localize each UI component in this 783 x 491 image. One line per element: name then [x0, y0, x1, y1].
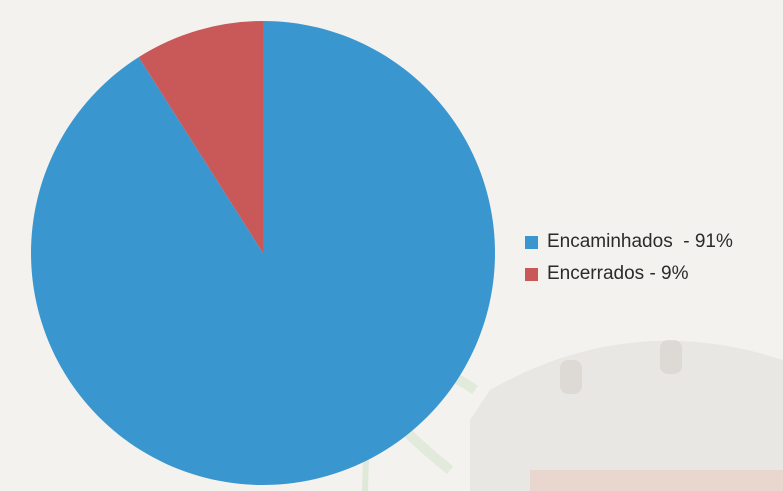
legend-swatch [525, 235, 538, 249]
legend-item-encerrados: Encerrados - 9% [525, 258, 733, 290]
pie-slice-encerrados [138, 21, 263, 253]
legend-item-encaminhados: Encaminhados - 91% [525, 226, 733, 258]
legend-label: Encaminhados - 91% [547, 231, 733, 252]
legend: Encaminhados - 91% Encerrados - 9% [525, 226, 733, 290]
legend-swatch [525, 267, 538, 281]
legend-label: Encerrados - 9% [547, 263, 689, 284]
